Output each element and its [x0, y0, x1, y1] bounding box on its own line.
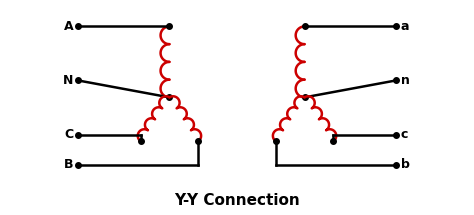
Text: a: a [401, 20, 410, 33]
Text: c: c [401, 128, 408, 141]
Text: N: N [63, 74, 73, 87]
Text: b: b [401, 158, 410, 171]
Text: B: B [64, 158, 73, 171]
Text: C: C [64, 128, 73, 141]
Text: n: n [401, 74, 410, 87]
Text: A: A [64, 20, 73, 33]
Text: Y-Y Connection: Y-Y Connection [174, 193, 300, 208]
